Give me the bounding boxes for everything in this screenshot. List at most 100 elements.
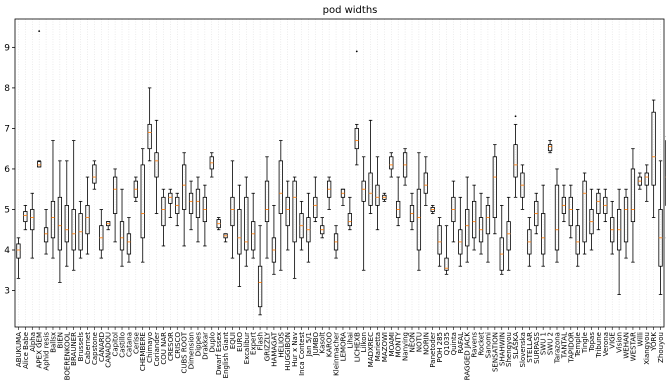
x-tick-label: Catana	[125, 332, 133, 357]
box-group	[389, 152, 394, 178]
box-iqr	[472, 200, 477, 239]
box-iqr	[347, 213, 352, 227]
x-tick-label: Excalibur	[243, 332, 251, 364]
box-group	[78, 200, 83, 259]
box-group	[368, 119, 373, 214]
box-group	[333, 225, 339, 259]
box-group	[382, 192, 387, 202]
x-tick-label: VIGE	[609, 332, 617, 349]
x-tick-label: ABUKUMA	[15, 332, 23, 367]
x-tick-label: Ravens	[471, 332, 479, 358]
flier-point	[355, 50, 358, 53]
box-iqr	[92, 164, 97, 184]
x-tick-label: CRESOR	[167, 332, 175, 361]
x-tick-label: Dippes	[194, 332, 202, 357]
box-group	[610, 200, 615, 255]
x-tick-label: CHEMBERE	[139, 332, 147, 371]
box-group	[264, 156, 270, 259]
x-tick-label: MOAMI	[388, 332, 396, 356]
x-tick-label: APEX GEM	[36, 332, 44, 368]
box-group	[327, 176, 332, 210]
x-tick-label: Kasolt	[319, 332, 327, 354]
box-group	[195, 176, 201, 243]
box-group	[568, 184, 573, 239]
box-iqr	[623, 196, 629, 243]
x-tick-label: WESTAR	[629, 332, 637, 361]
box-group	[168, 188, 173, 218]
box-group	[209, 152, 214, 178]
box-group	[603, 188, 608, 223]
box-iqr	[161, 196, 166, 227]
y-tick-label: 6	[4, 165, 10, 175]
x-tick-label: Jan 5/1	[305, 332, 313, 357]
x-tick-label: Xiangyou	[643, 332, 651, 365]
box-iqr	[644, 172, 649, 186]
x-tick-label: Shengyou	[505, 332, 513, 367]
box-iqr	[147, 123, 152, 150]
x-tick-label: Marietta	[374, 332, 382, 361]
box-iqr	[257, 265, 263, 308]
box-iqr	[651, 111, 656, 186]
box-group	[99, 209, 104, 259]
x-tick-label: Castillo	[119, 332, 127, 358]
x-tick-label: Panetoder	[429, 332, 437, 368]
x-tick-label: Coriander	[153, 332, 161, 366]
x-tick-label: LICHEXB	[353, 332, 361, 362]
box-group	[16, 237, 21, 279]
x-tick-label: Zhouyou	[657, 332, 665, 363]
x-tick-label: SWU 2	[547, 332, 555, 355]
box-group	[402, 148, 408, 186]
x-tick-label: SLASKA	[512, 332, 520, 359]
x-tick-label: Alice Babe	[22, 332, 30, 369]
box-iqr	[126, 233, 132, 255]
x-tick-label: STELLAR	[526, 332, 534, 363]
x-tick-label: Inca Contest	[298, 332, 306, 376]
box-group	[237, 184, 242, 287]
box-group	[361, 156, 366, 271]
x-tick-label: CRISCO	[174, 332, 182, 359]
box-iqr	[195, 188, 201, 218]
box-group	[444, 225, 449, 275]
box-group	[430, 205, 435, 214]
box-group	[506, 196, 511, 271]
box-iqr	[361, 180, 366, 202]
x-tick-label: MAZOWI	[381, 332, 389, 362]
x-tick-label: Tarazona	[553, 332, 561, 364]
x-tick-label: English Giant	[222, 332, 230, 379]
box-group	[589, 188, 594, 251]
x-tick-label: RAFAL	[457, 332, 465, 354]
box-iqr	[465, 209, 470, 247]
box-iqr	[230, 196, 235, 227]
box-group	[465, 176, 470, 263]
box-iqr	[375, 184, 380, 206]
box-group	[354, 50, 359, 166]
box-group	[64, 160, 69, 267]
box-iqr	[630, 168, 636, 223]
box-iqr	[112, 176, 118, 214]
x-tick-label: Cabernet	[84, 332, 92, 364]
box-group	[541, 184, 546, 267]
x-tick-label: Flash	[257, 332, 265, 350]
x-tick-label: CANADOU	[105, 332, 113, 368]
box-group	[409, 192, 415, 231]
box-group	[554, 168, 560, 263]
box-iqr	[140, 164, 145, 239]
box-group	[396, 176, 401, 227]
flier-point	[38, 30, 41, 33]
box-group	[257, 225, 263, 316]
box-group	[416, 152, 422, 271]
y-axis: 3 4 5 6 7 8 9	[4, 43, 15, 297]
box-group	[596, 188, 601, 231]
x-tick-label: HELIOS	[277, 331, 285, 357]
box-group	[630, 148, 636, 263]
x-tick-label: EURO	[236, 332, 244, 352]
box-iqr	[547, 144, 553, 152]
x-tick-label: TAPIDOR	[567, 332, 575, 364]
box-group	[658, 160, 663, 295]
box-iqr	[444, 257, 449, 271]
x-tick-label: MADXREC	[367, 332, 375, 367]
box-group	[340, 188, 346, 206]
x-tick-label: Verona	[602, 332, 610, 356]
